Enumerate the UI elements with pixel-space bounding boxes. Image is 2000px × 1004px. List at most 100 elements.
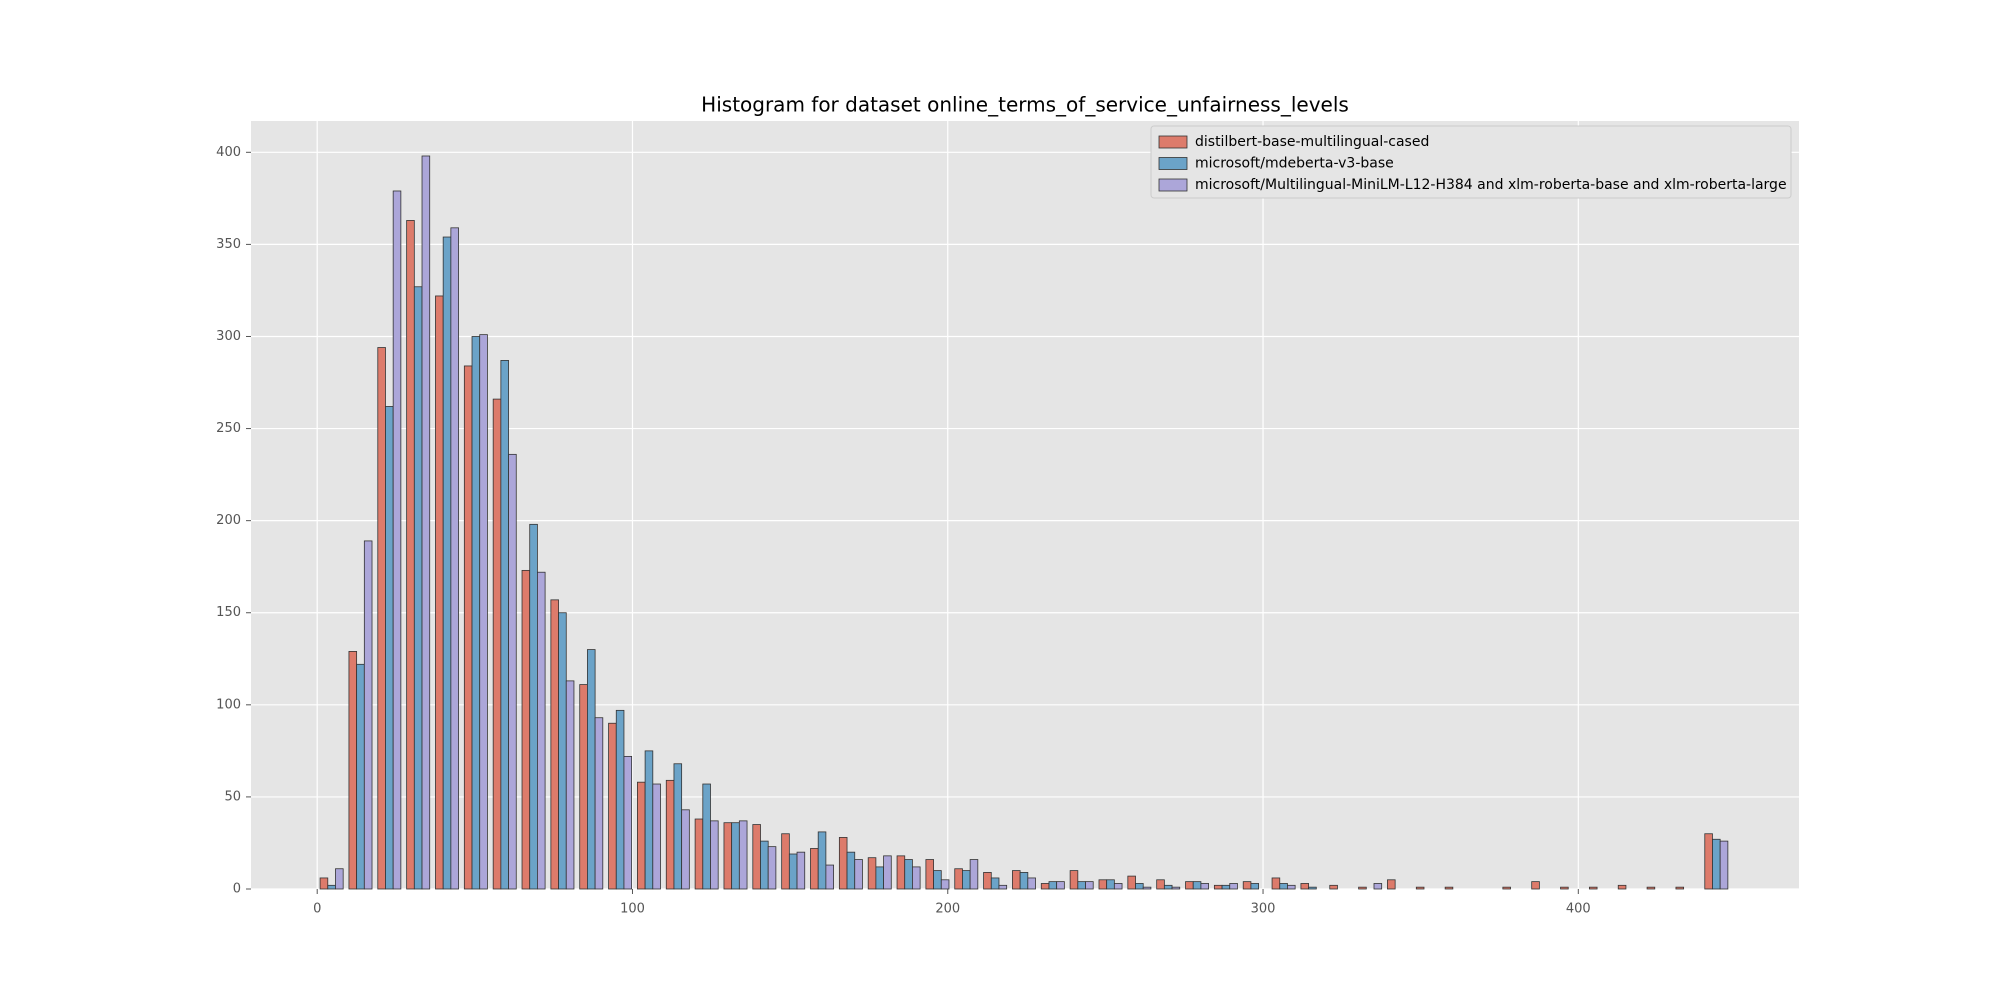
bar <box>1502 886 1511 890</box>
bar <box>335 868 344 890</box>
bar <box>521 569 531 890</box>
bar <box>702 783 711 890</box>
legend-label: microsoft/mdeberta-v3-base <box>1195 156 1394 172</box>
bar <box>1373 883 1383 890</box>
bar <box>1027 877 1036 890</box>
bar <box>421 155 431 890</box>
bar <box>990 877 1000 890</box>
bar <box>1250 883 1260 890</box>
bar <box>846 851 856 890</box>
bar <box>817 831 827 890</box>
bar <box>1200 883 1210 890</box>
bar <box>1098 879 1108 890</box>
bar <box>983 872 992 890</box>
bar <box>558 612 567 890</box>
bar <box>1113 883 1123 890</box>
bar <box>796 851 806 890</box>
bar <box>1048 881 1058 890</box>
bar <box>413 286 423 890</box>
legend-box <box>1150 125 1792 199</box>
bar <box>838 837 848 890</box>
bar <box>1704 833 1713 890</box>
bar <box>998 884 1008 890</box>
bar <box>1444 886 1454 890</box>
bar <box>587 649 596 890</box>
bar <box>962 870 971 890</box>
bar <box>810 848 819 890</box>
bar <box>479 334 488 890</box>
legend-swatch <box>1158 135 1188 149</box>
bar <box>1171 886 1181 890</box>
bar <box>933 870 942 890</box>
bar <box>363 540 373 890</box>
bar <box>508 453 517 890</box>
bar <box>1192 881 1202 890</box>
y-tick-label: 250 <box>216 421 241 436</box>
bar <box>1019 872 1029 890</box>
bar <box>925 859 934 890</box>
bar <box>615 709 625 890</box>
bar <box>1358 886 1367 890</box>
bar <box>694 818 704 890</box>
bar <box>356 663 365 890</box>
bar <box>1142 886 1152 890</box>
bar <box>1040 883 1050 890</box>
bar <box>940 879 950 890</box>
bar <box>529 523 538 890</box>
x-tick-label: 300 <box>1251 902 1276 917</box>
bar <box>1271 877 1281 890</box>
bar <box>492 398 502 890</box>
bar <box>954 868 963 890</box>
bar <box>723 822 733 890</box>
bar <box>1077 881 1086 890</box>
bar <box>537 571 546 890</box>
bar <box>1560 886 1569 890</box>
bar <box>1387 879 1396 890</box>
bar <box>1012 870 1021 890</box>
bar <box>392 190 402 890</box>
bar <box>738 820 748 890</box>
bar <box>579 684 588 890</box>
bar <box>673 763 683 890</box>
bar <box>1106 879 1115 890</box>
bar <box>348 651 358 890</box>
bar <box>1712 838 1721 890</box>
bar <box>463 365 473 890</box>
x-tick-label: 200 <box>935 902 960 917</box>
legend-swatch <box>1158 157 1188 170</box>
legend-swatch <box>1158 178 1188 192</box>
bar <box>875 866 884 890</box>
legend-label: microsoft/Multilingual-MiniLM-L12-H384 a… <box>1195 177 1787 193</box>
bar <box>912 866 921 890</box>
bar <box>854 859 863 890</box>
x-tick-label: 400 <box>1566 902 1591 917</box>
bar <box>1221 884 1231 890</box>
bar <box>1135 883 1144 890</box>
y-tick-label: 350 <box>216 237 241 252</box>
bar <box>788 853 798 890</box>
y-tick-label: 300 <box>216 329 241 344</box>
bar <box>1156 879 1165 890</box>
bar <box>1308 886 1317 890</box>
bar <box>1588 886 1598 890</box>
bar <box>681 809 690 890</box>
bar <box>1415 886 1425 890</box>
bar <box>1085 881 1094 890</box>
y-tick-label: 50 <box>224 789 241 804</box>
bar <box>1163 884 1173 890</box>
bar <box>450 227 459 890</box>
bar <box>825 864 834 890</box>
bar <box>1229 883 1238 890</box>
legend-label: distilbert-base-multilingual-cased <box>1195 134 1429 150</box>
bar <box>1719 840 1729 890</box>
bar <box>1531 881 1540 890</box>
bar <box>550 599 559 890</box>
bar <box>1242 881 1252 890</box>
bar <box>1213 884 1223 890</box>
bar <box>710 820 719 890</box>
bar <box>665 779 675 890</box>
bar <box>1185 881 1194 890</box>
bar <box>435 295 444 890</box>
bar <box>1056 881 1065 890</box>
